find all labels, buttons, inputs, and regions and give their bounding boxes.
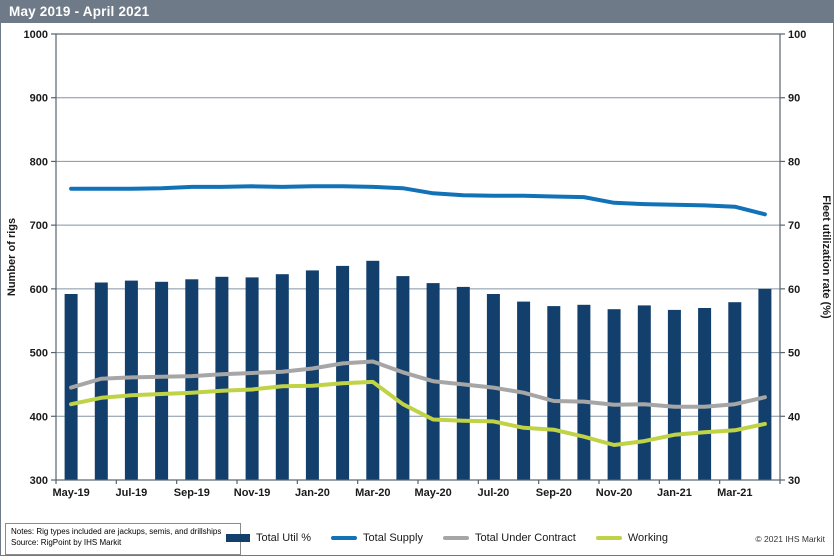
right-axis-tick-label: 40: [788, 411, 800, 423]
bars-total-util-: [64, 260, 772, 480]
x-axis-tick-label: Sep-19: [174, 487, 210, 499]
bar: [245, 277, 259, 480]
x-axis-tick-label: Jul-19: [116, 487, 148, 499]
x-axis-tick-label: Sep-20: [536, 487, 572, 499]
line-working: [69, 379, 767, 447]
left-axis-tick-label: 300: [30, 475, 48, 487]
left-axis-tick-label: 700: [30, 220, 48, 232]
left-axis-tick-label: 500: [30, 348, 48, 360]
legend-item-total-under-contract: Total Under Contract: [442, 532, 576, 544]
bar: [728, 302, 742, 480]
chart-title: May 2019 - April 2021: [9, 4, 150, 19]
left-axis-title: Number of rigs: [6, 218, 18, 296]
x-axis-tick-label: Nov-20: [596, 487, 633, 499]
x-axis-tick-label: Jul-20: [478, 487, 510, 499]
bar: [577, 304, 591, 480]
x-axis-tick-label: Jan-20: [295, 487, 330, 499]
bar: [758, 288, 772, 480]
x-axis-tick-label: Mar-21: [717, 487, 752, 499]
chart-legend: Total Util % Total Supply Total Under Cont…: [226, 530, 668, 546]
bar: [637, 305, 651, 480]
line-total-under-contract: [69, 359, 767, 409]
bar: [607, 309, 621, 480]
bar: [305, 270, 319, 480]
left-axis-tick-label: 1000: [24, 29, 48, 41]
chart-title-bar: May 2019 - April 2021: [1, 1, 833, 23]
right-axis-tick-label: 30: [788, 475, 800, 487]
left-axis-tick-label: 800: [30, 156, 48, 168]
bar: [215, 276, 229, 480]
legend-item-total-util-: Total Util %: [226, 532, 311, 544]
right-axis-tick-label: 50: [788, 348, 800, 360]
right-axis-tick-label: 70: [788, 220, 800, 232]
left-axis-tick-label: 600: [30, 284, 48, 296]
bar-swatch-icon: [226, 534, 250, 542]
bar: [667, 309, 681, 480]
legend-label: Working: [627, 532, 669, 544]
right-axis-tick-label: 60: [788, 284, 800, 296]
notes-line: Notes: Rig types included are jackups, s…: [11, 527, 222, 536]
bar: [547, 306, 561, 480]
source-line: Source: RigPoint by IHS Markit: [11, 538, 122, 547]
x-axis-tick-label: Mar-20: [355, 487, 390, 499]
copyright-text: © 2021 IHS Markit: [755, 534, 825, 544]
x-axis-tick-label: Nov-19: [234, 487, 271, 499]
bar: [366, 260, 380, 480]
left-axis-tick-label: 400: [30, 411, 48, 423]
line-swatch-icon: [331, 536, 358, 540]
x-axis-tick-label: Jan-21: [657, 487, 692, 499]
legend-item-working: Working: [595, 532, 669, 544]
notes-box: Notes: Rig types included are jackups, s…: [5, 523, 241, 555]
right-axis-tick-label: 100: [788, 29, 806, 41]
bar: [185, 279, 199, 480]
legend-label: Total Util %: [256, 532, 312, 544]
legend-item-total-supply: Total Supply: [331, 532, 423, 544]
bar: [94, 282, 108, 480]
x-axis-tick-label: May-20: [414, 487, 451, 499]
bar: [336, 265, 350, 480]
bar: [275, 274, 289, 480]
legend-label: Total Under Contract: [474, 532, 576, 544]
bar: [124, 280, 138, 480]
right-axis-tick-label: 80: [788, 156, 800, 168]
bar: [155, 281, 169, 480]
bar: [698, 308, 712, 480]
line-swatch-icon: [442, 536, 469, 540]
right-axis-tick-label: 90: [788, 93, 800, 105]
line-swatch-icon: [595, 536, 622, 540]
x-axis-tick-label: May-19: [52, 487, 89, 499]
legend-label: Total Supply: [363, 532, 423, 544]
right-axis-title: Fleet utilization rate (%): [820, 195, 832, 319]
bar: [396, 276, 410, 480]
line-total-supply: [69, 184, 767, 217]
left-axis-tick-label: 900: [30, 93, 48, 105]
